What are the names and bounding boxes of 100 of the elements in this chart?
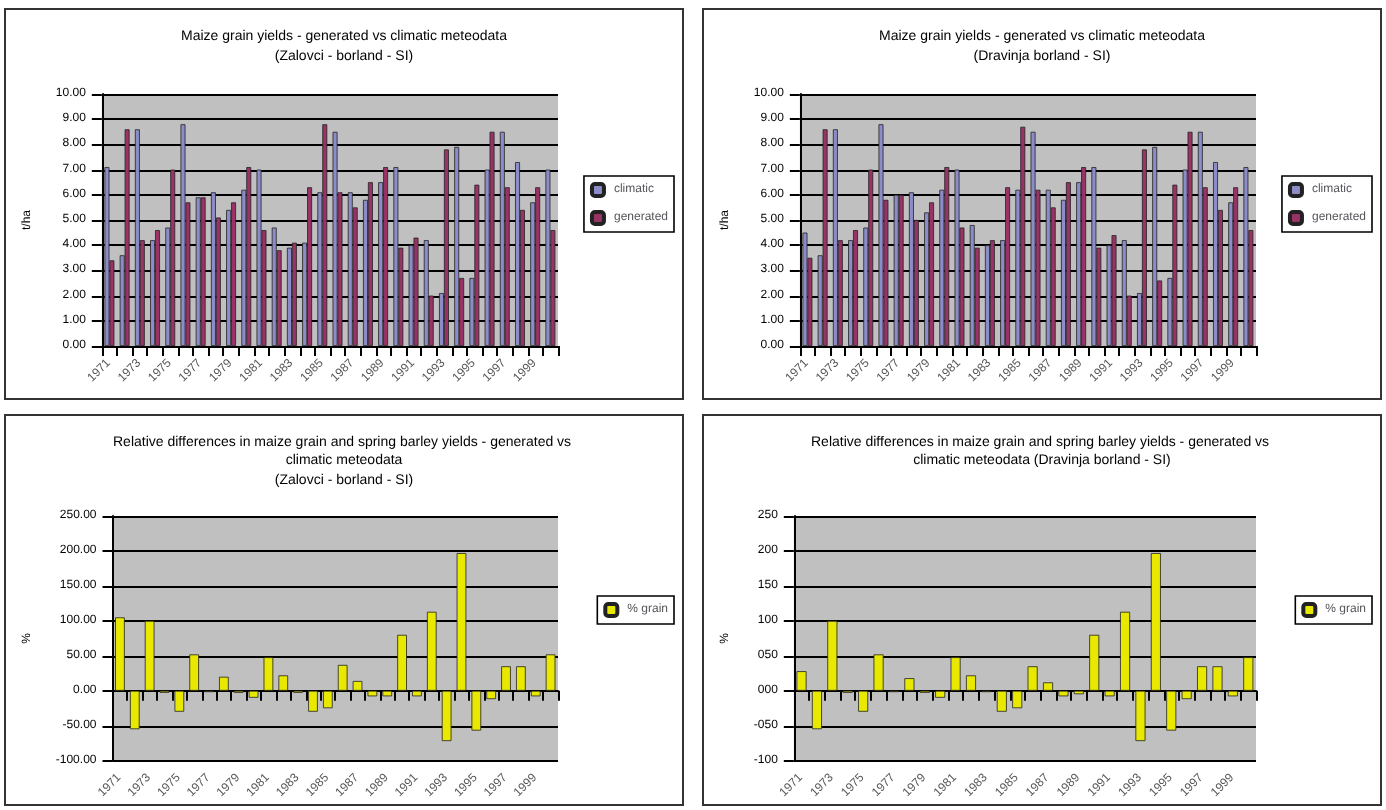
bar [474, 184, 480, 346]
bar [226, 209, 232, 346]
bar [291, 242, 297, 346]
bar [822, 129, 828, 346]
bar [873, 654, 884, 691]
bar [278, 675, 289, 691]
bar [352, 680, 363, 691]
bar [115, 617, 125, 691]
bar [337, 664, 348, 691]
bar [144, 620, 155, 691]
bar [412, 690, 422, 697]
bar [1081, 167, 1087, 346]
bar [1135, 690, 1146, 742]
bar [441, 690, 452, 742]
bar [1150, 553, 1161, 691]
bar [893, 194, 899, 346]
bar [1012, 690, 1023, 709]
bar [308, 690, 318, 712]
bar [180, 124, 186, 346]
bar [1111, 235, 1117, 346]
bar [155, 230, 160, 346]
bar [129, 690, 140, 730]
bar [248, 690, 259, 698]
bar [174, 690, 185, 712]
bar [443, 149, 449, 346]
bar [486, 690, 496, 700]
bar [456, 553, 467, 691]
bar [189, 654, 199, 691]
bar [286, 247, 292, 346]
bar [210, 192, 216, 346]
bar [1227, 690, 1238, 697]
bar [1243, 167, 1249, 346]
bar [1243, 657, 1254, 691]
bar [515, 162, 520, 346]
bar [530, 690, 541, 697]
bar [535, 187, 541, 346]
bar [950, 657, 961, 691]
bar [965, 675, 976, 691]
bar [1005, 187, 1011, 346]
bar [256, 169, 262, 346]
bar [397, 634, 407, 691]
bar [832, 129, 838, 346]
bar [908, 192, 914, 346]
bar [1233, 187, 1239, 346]
bar [200, 197, 206, 346]
bar [802, 232, 808, 346]
bar [383, 167, 389, 346]
bar [1030, 131, 1036, 346]
bar [263, 657, 274, 691]
bar [1027, 666, 1038, 691]
bar [1120, 611, 1131, 691]
bar [393, 167, 399, 346]
bar [104, 167, 110, 346]
bar [984, 245, 990, 346]
bar [501, 666, 511, 691]
bar [1152, 146, 1158, 346]
bar [989, 240, 995, 346]
bar [332, 131, 338, 346]
bar [954, 169, 960, 346]
bar [935, 690, 946, 698]
bar [323, 690, 333, 709]
bar [1212, 666, 1223, 691]
bar [426, 611, 437, 691]
bar [423, 240, 429, 346]
bar [929, 202, 935, 346]
bar [219, 676, 229, 691]
bar [545, 169, 551, 346]
bar [827, 620, 838, 691]
bar [516, 666, 526, 691]
bar [1197, 131, 1203, 346]
bar [904, 678, 915, 691]
bar [1141, 149, 1147, 346]
bar [868, 169, 874, 346]
bar [367, 182, 373, 346]
bar [382, 690, 393, 697]
bar [307, 187, 313, 346]
bar [996, 690, 1007, 712]
bar [1089, 634, 1100, 691]
bar [1065, 182, 1071, 346]
bar [1166, 690, 1177, 731]
bar [195, 197, 201, 346]
bar [367, 690, 378, 697]
bar [1058, 690, 1069, 697]
bar [454, 146, 460, 346]
bar [811, 690, 822, 730]
bar [170, 169, 176, 346]
bar [1172, 184, 1178, 346]
bar [1197, 666, 1208, 691]
bar [1020, 126, 1026, 346]
bar [878, 124, 884, 346]
bar [134, 129, 140, 346]
bar [1091, 167, 1097, 346]
bar [246, 167, 252, 346]
bar [322, 124, 328, 346]
bar [1043, 682, 1054, 691]
bar [545, 654, 556, 691]
bar [489, 131, 495, 346]
bar [1187, 131, 1193, 346]
bar [231, 202, 237, 346]
bar [1181, 690, 1192, 700]
